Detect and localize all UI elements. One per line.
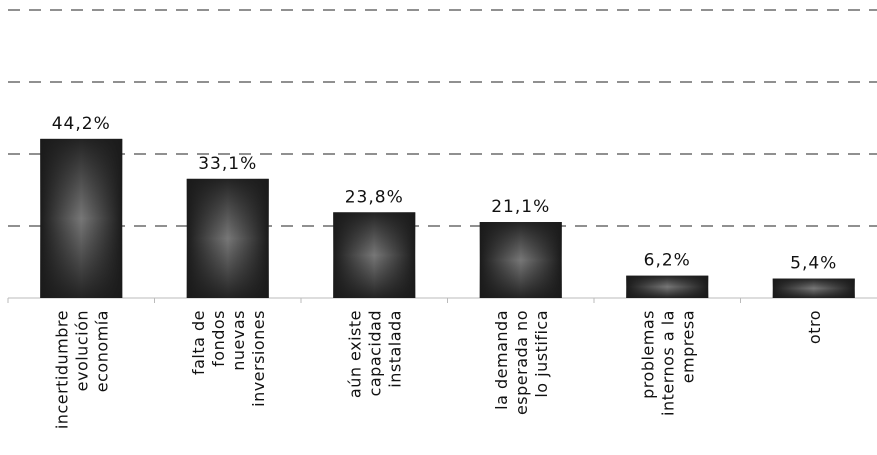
bar-shading [40, 138, 123, 298]
category-label: aún existecapacidadinstalada [345, 310, 404, 398]
gridlines [8, 9, 877, 227]
category-label-line: nuevas [229, 310, 248, 371]
category-label: problemasinternos a laempresa [638, 310, 697, 416]
bar-shading [479, 222, 562, 298]
bars [40, 138, 855, 298]
value-label: 44,2% [52, 114, 111, 134]
bar-shading [333, 212, 416, 298]
category-label-line: incertidumbre [52, 310, 71, 429]
bar-shading [772, 278, 855, 298]
category-label-line: evolución [72, 310, 91, 391]
category-label-line: esperada no [512, 310, 531, 415]
category-label-line: problemas [638, 310, 657, 399]
category-label-line: economía [92, 310, 111, 392]
category-labels: incertidumbreevolucióneconomía falta defo… [52, 310, 824, 429]
value-label: 33,1% [198, 154, 257, 174]
category-label-line: falta de [189, 310, 208, 375]
value-label: 6,2% [644, 251, 691, 271]
category-label-line: instalada [385, 310, 404, 388]
category-label: incertidumbreevolucióneconomía [52, 310, 111, 429]
value-label: 23,8% [345, 187, 404, 207]
category-label-line: capacidad [365, 310, 384, 396]
category-label: otro [805, 310, 824, 344]
category-label-line: aún existe [345, 310, 364, 398]
category-label-line: fondos [209, 310, 228, 367]
category-label: la demandaesperada nolo justifica [492, 310, 551, 415]
bar-shading [626, 275, 709, 298]
category-label-line: empresa [678, 310, 697, 383]
category-label-line: internos a la [658, 310, 677, 416]
x-axis [7, 297, 877, 303]
category-label-line: la demanda [492, 310, 511, 410]
bar-shading [186, 178, 269, 298]
category-label-line: lo justifica [532, 310, 551, 398]
value-label: 5,4% [790, 254, 837, 274]
category-label: falta defondosnuevasinversiones [189, 310, 268, 407]
value-labels: 44,2% 33,1% 23,8% 21,1% 6,2% 5,4% [52, 114, 837, 274]
category-label-line: inversiones [249, 310, 268, 407]
category-label-line: otro [805, 310, 824, 344]
value-label: 21,1% [491, 197, 550, 217]
